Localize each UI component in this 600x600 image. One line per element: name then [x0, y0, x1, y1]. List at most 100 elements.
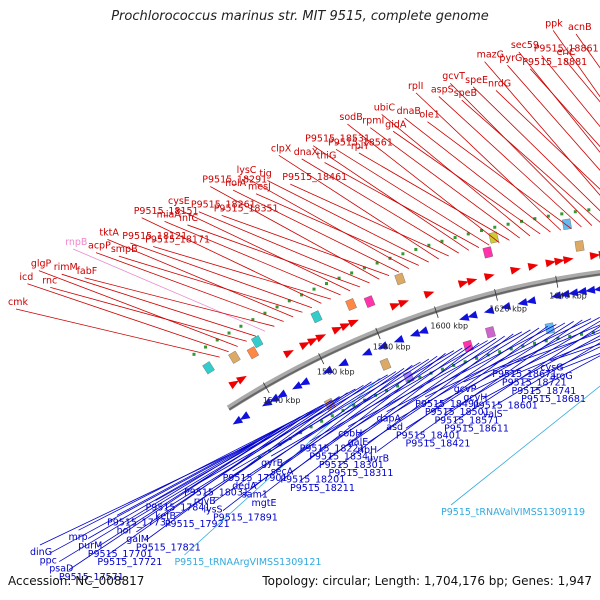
track-marker: [560, 212, 564, 216]
gene-label-P9515_18461: P9515_18461: [282, 172, 347, 183]
track-marker: [215, 338, 219, 342]
tick-mark: [434, 306, 439, 319]
gene-label-P9515_18351: P9515_18351: [214, 203, 279, 214]
label-leader-line: [309, 340, 488, 442]
gene-label-P9515_18291: P9515_18291: [202, 175, 267, 186]
reverse-gene-arrow: [459, 313, 470, 321]
track-marker: [463, 360, 467, 364]
gene-label-glgP: glgP: [31, 259, 52, 270]
gene-label-P9515_17821: P9515_17821: [136, 542, 201, 553]
gene-label-purM: purM: [78, 540, 102, 551]
gene-label-acnB: acnB: [568, 22, 592, 33]
track-marker: [192, 352, 196, 356]
reverse-gene-arrow: [232, 415, 244, 425]
reverse-gene-arrow: [361, 347, 373, 356]
label-leader-line: [434, 316, 600, 406]
gene-label-gcvH: gcvH: [463, 392, 487, 403]
gene-label-rplI: rplI: [408, 81, 423, 92]
label-leader-line: [50, 287, 247, 342]
gene-label-P9515_17571: P9515_17571: [59, 572, 124, 583]
map-title: Prochlorococcus marinus str. MIT 9515, c…: [111, 9, 489, 24]
gene-label-ole1: ole1: [419, 110, 439, 121]
forward-gene-arrow: [589, 252, 600, 261]
label-leader-line: [193, 374, 388, 487]
forward-gene-arrow: [545, 259, 557, 268]
label-leader-line: [290, 183, 449, 257]
track-marker: [263, 311, 267, 315]
gene-label-rplY: rplY: [351, 141, 370, 152]
label-leader-line: [450, 82, 593, 226]
gene-label-lysS: lysS: [203, 504, 222, 515]
forward-gene-arrow: [236, 375, 247, 385]
gene-label-pyrG: pyrG: [499, 53, 522, 64]
label-leader-line: [312, 145, 470, 251]
label-leader-line: [203, 371, 397, 495]
reverse-gene-arrow: [269, 393, 280, 403]
label-leader-line: [507, 64, 600, 171]
gene-feature-block: [246, 346, 260, 360]
track-marker: [506, 222, 510, 226]
forward-gene-arrow: [307, 338, 318, 347]
label-leader-line: [267, 180, 429, 263]
label-leader-line: [72, 248, 266, 332]
reverse-gene-arrow: [377, 341, 389, 349]
track-marker: [546, 214, 550, 218]
track-marker: [204, 345, 208, 349]
gene-label-dedA: dedA: [232, 481, 257, 492]
tick-mark: [375, 327, 381, 340]
track-marker: [385, 389, 389, 393]
gene-label-speE: speE: [465, 75, 488, 86]
gene-label-gcvP: gcvP: [454, 384, 477, 395]
label-leader-line: [38, 270, 238, 347]
label-leader-line: [270, 350, 455, 457]
accession-text: Accession: NC_008817: [8, 574, 145, 588]
gene-label-P9515_18151: P9515_18151: [134, 206, 199, 217]
gene-label-nrdG: nrdG: [488, 78, 511, 89]
track-marker: [544, 339, 548, 343]
track-marker: [573, 210, 577, 214]
gene-label-dinG: dinG: [30, 547, 52, 558]
gene-label-psaD: psaD: [49, 564, 73, 575]
label-leader-line: [461, 99, 600, 223]
reverse-gene-arrow: [418, 326, 429, 334]
track-marker: [350, 271, 354, 275]
gene-label-ppc: ppc: [40, 555, 57, 566]
label-leader-line: [301, 158, 459, 254]
tick-mark: [555, 275, 559, 288]
gene-label-tig: tig: [259, 169, 271, 180]
gene-label-P9515_17891: P9515_17891: [213, 513, 278, 524]
label-leader-line: [438, 96, 582, 228]
label-leader-line: [502, 332, 600, 368]
label-leader-line: [427, 121, 572, 229]
gene-label-asd: asd: [386, 422, 403, 433]
track-marker: [453, 236, 457, 240]
reverse-gene-arrow: [338, 358, 349, 367]
label-leader-line: [358, 152, 510, 241]
gene-label-P9515_18341: P9515_18341: [309, 452, 374, 463]
forward-gene-arrow: [331, 326, 343, 335]
forward-gene-arrow: [389, 303, 401, 311]
track-marker: [533, 341, 537, 345]
label-leader-line: [495, 90, 600, 190]
label-leader-line: [107, 238, 294, 318]
gene-label-P9515_17921: P9515_17921: [165, 519, 230, 530]
gene-label-hol: hol: [117, 526, 131, 537]
label-leader-line: [87, 416, 301, 539]
track-marker: [556, 336, 560, 340]
label-leader-line: [541, 55, 600, 128]
label-leader-line: [184, 377, 380, 556]
label-leader-line: [463, 324, 600, 383]
label-leader-line: [155, 388, 356, 501]
label-leader-line: [530, 355, 600, 393]
gene-label-sam1: sam1: [242, 490, 268, 501]
gene-label-P9515_17901: P9515_17901: [223, 473, 288, 484]
track-marker: [330, 414, 334, 418]
label-leader-line: [415, 92, 562, 231]
genome-backbone-shadow: [228, 273, 600, 411]
track-marker: [251, 318, 255, 322]
track-marker: [352, 403, 356, 407]
reverse-gene-arrow: [409, 329, 421, 337]
track-marker: [374, 393, 378, 397]
forward-gene-arrow: [397, 300, 409, 308]
